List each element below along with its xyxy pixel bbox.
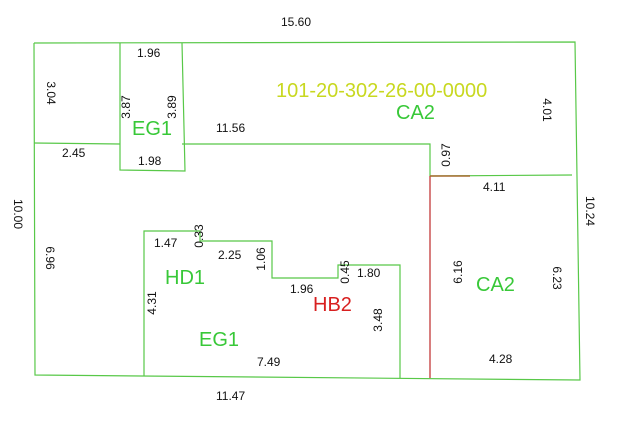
dim-eg1-right-height: 3.89 [165, 95, 179, 119]
dim-ca2-right-height: 6.23 [550, 266, 564, 290]
parcel-id-label: 101-20-302-26-00-0000 [276, 80, 487, 102]
dim-inner-step4-height: 0.45 [338, 260, 352, 284]
inner-stepped-parcel [143, 230, 401, 378]
upper-strip-boundary-mid [182, 143, 573, 177]
dim-eg1-top-width: 1.96 [137, 46, 161, 60]
dim-ca2-bottom-width: 4.28 [489, 352, 513, 366]
zone-eg1-top: EG1 [132, 118, 172, 140]
dim-inner-left-height: 4.31 [145, 291, 159, 315]
dim-inner-bottom-width: 7.49 [257, 355, 281, 369]
dim-inner-step2-height: 1.06 [254, 247, 268, 271]
dim-inner-step-width: 2.25 [218, 248, 242, 262]
dim-inner-top-left: 1.47 [154, 236, 178, 250]
zone-ca2-top: CA2 [396, 102, 435, 124]
dim-inner-step1-height: 0.33 [192, 224, 206, 248]
dim-upper-right-height: 4.01 [540, 98, 554, 122]
dim-top-total: 15.60 [281, 15, 311, 29]
upper-strip-boundary [33, 142, 121, 145]
dim-ca2-top-width: 4.11 [483, 180, 506, 194]
dim-inner-right-top: 1.80 [357, 266, 381, 280]
eg1-upper-parcel [119, 42, 186, 172]
dim-top-left-side: 3.04 [44, 81, 58, 105]
dim-lower-left-height: 6.96 [43, 246, 57, 270]
dim-notch-height: 0.97 [439, 143, 453, 167]
dim-upper-mid-width: 11.56 [216, 121, 245, 135]
dim-eg1-bottom-width: 1.98 [138, 154, 162, 168]
zone-hb2: HB2 [313, 294, 352, 316]
zone-hd1: HD1 [165, 267, 205, 289]
dim-eg1-left-height: 3.87 [119, 95, 133, 119]
dim-inner-right-height: 3.48 [371, 308, 385, 332]
zone-eg1-bottom: EG1 [199, 329, 239, 351]
dim-right-total: 10.24 [583, 196, 597, 226]
dim-ca2-left-height: 6.16 [451, 260, 465, 284]
outer-boundary [33, 41, 581, 381]
dim-inner-step3-width: 1.96 [290, 282, 314, 296]
dim-left-total: 10.00 [11, 199, 25, 229]
dim-bottom-total: 11.47 [216, 389, 245, 403]
dim-top-left-bottom: 2.45 [62, 146, 86, 160]
zone-ca2-right: CA2 [476, 274, 515, 296]
